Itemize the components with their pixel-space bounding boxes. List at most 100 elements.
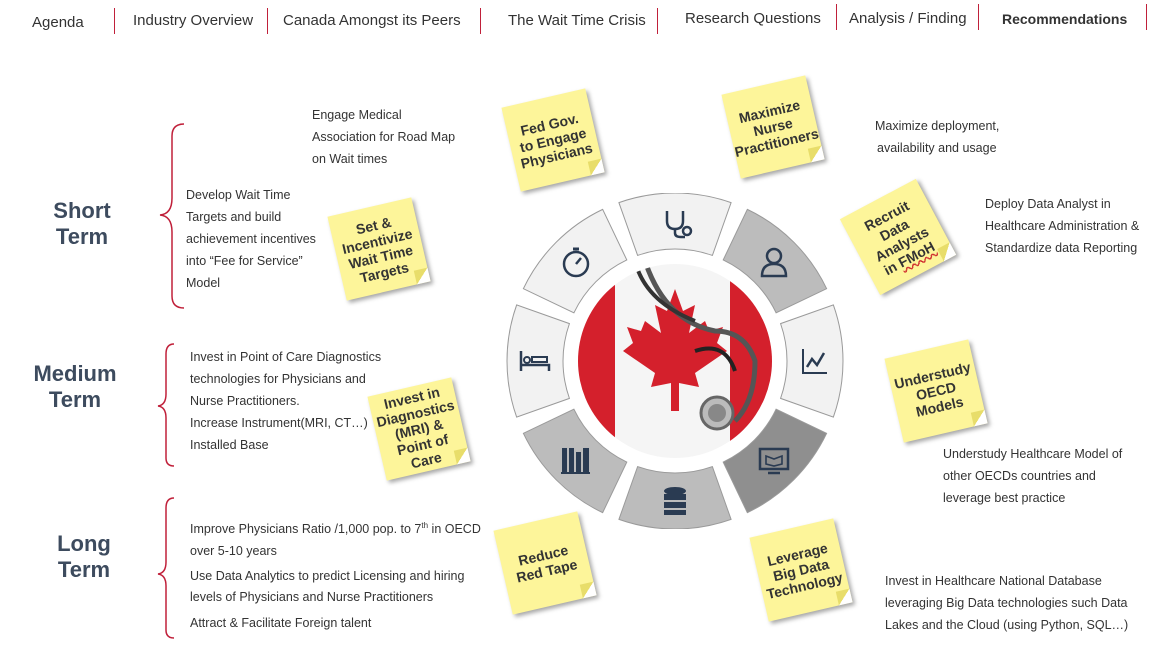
medium-term-label-line1: Medium: [33, 361, 117, 386]
ring-segment: [722, 408, 828, 514]
note-fed-gov: Fed Gov. to Engage Physicians: [501, 88, 605, 192]
develop-text: Develop Wait Time Targets and build achi…: [186, 184, 316, 294]
note-fold: [835, 588, 853, 606]
long-line-a: Improve Physicians Ratio /1,000 pop. to …: [190, 522, 422, 537]
long-line: Improve Physicians Ratio /1,000 pop. to …: [190, 515, 481, 540]
note-text: Understudy OECD Models: [892, 358, 973, 420]
nav-agenda[interactable]: Agenda: [32, 14, 84, 31]
long-line: levels of Physicians and Nurse Practitio…: [190, 590, 434, 605]
short-term-bracket: [159, 123, 185, 309]
nav-divider: [657, 8, 658, 34]
deploy-text: Deploy Data Analyst in Healthcare Admini…: [985, 193, 1139, 259]
chart-icon: [802, 349, 827, 374]
ring-segment: [522, 408, 628, 514]
long-text: Improve Physicians Ratio /1,000 pop. to …: [190, 515, 481, 634]
nav-divider: [267, 8, 268, 34]
engage-line: Association for Road Map: [312, 130, 456, 144]
nav-recommendations[interactable]: Recommendations: [1002, 11, 1128, 27]
engage-line: on Wait times: [312, 152, 388, 166]
medium-line: Invest in Point of Care Diagnostics: [190, 350, 382, 364]
note-fold: [413, 267, 431, 285]
medium-line: Increase Instrument(MRI, CT…): [190, 416, 368, 430]
nav-divider: [480, 8, 481, 34]
long-line-sup: th: [421, 521, 429, 530]
note-text: Recruit Data Analysts in FMoH: [850, 191, 945, 282]
top-nav: Agenda Industry Overview Canada Amongst …: [0, 0, 1158, 44]
invest-line: Invest in Healthcare National Database: [885, 574, 1102, 588]
note-fold: [970, 409, 988, 427]
note-fold: [453, 447, 471, 465]
engage-line: Engage Medical: [312, 108, 402, 122]
note-maximize-nurse: Maximize Nurse Practitioners: [721, 75, 825, 179]
ring-diagram: [506, 193, 844, 529]
long-term-label: Long Term: [57, 531, 111, 582]
medium-line: Nurse Practitioners.: [190, 394, 300, 408]
note-understudy-oecd: Understudy OECD Models: [884, 339, 988, 443]
medium-text: Invest in Point of Care Diagnostics tech…: [190, 346, 381, 456]
note-text: Invest in Diagnostics (MRI) & Point of C…: [374, 383, 456, 472]
ring-icons: [519, 211, 827, 515]
develop-line: Model: [186, 276, 221, 290]
invest-line: leveraging Big Data technologies such Da…: [885, 596, 1128, 610]
medium-term-label: Medium Term: [22, 361, 128, 413]
long-line: Attract & Facilitate Foreign talent: [190, 616, 372, 631]
develop-line: into “Fee for Service”: [186, 254, 303, 268]
note-leverage-big-data: Leverage Big Data Technology: [749, 518, 853, 622]
nav-analysis-finding[interactable]: Analysis / Finding: [849, 10, 967, 27]
note-text: Fed Gov. to Engage Physicians: [518, 109, 595, 172]
nav-canada-peers[interactable]: Canada Amongst its Peers: [283, 12, 461, 29]
nav-divider: [114, 8, 115, 34]
deploy-line: Healthcare Administration &: [985, 219, 1140, 233]
note-set-incentivize: Set & Incentivize Wait Time Targets: [327, 197, 431, 301]
medium-line: technologies for Physicians and: [190, 372, 366, 386]
maximize-line: availability and usage: [877, 141, 997, 155]
maximize-text: Maximize deployment, availability and us…: [875, 115, 999, 159]
note-text: Reduce Red Tape: [514, 541, 579, 586]
note-text: Leverage Big Data Technology: [765, 539, 845, 603]
engage-text: Engage Medical Association for Road Map …: [312, 104, 455, 170]
deploy-line: Standardize data Reporting: [985, 241, 1138, 255]
long-line-b: in OECD: [428, 522, 481, 537]
nav-divider: [1146, 4, 1147, 30]
develop-line: Targets and build: [186, 210, 282, 224]
maple-leaf-icon: [623, 289, 727, 411]
canada-flag-image: [578, 264, 772, 458]
invest-line: Lakes and the Cloud (using Python, SQL…): [885, 618, 1129, 632]
nav-divider: [978, 4, 979, 30]
oecd-text: Understudy Healthcare Model of other OEC…: [943, 443, 1122, 509]
database-icon: [664, 487, 686, 515]
note-fold: [579, 581, 597, 599]
long-term-bracket: [157, 497, 175, 639]
nav-divider: [836, 4, 837, 30]
ring-segment: [722, 208, 828, 314]
books-icon: [561, 447, 591, 474]
note-text: Set & Incentivize Wait Time Targets: [340, 213, 415, 286]
stopwatch-icon: [562, 247, 590, 278]
ring-segment: [618, 193, 732, 257]
nav-wait-time-crisis[interactable]: The Wait Time Crisis: [508, 12, 646, 29]
long-line: Use Data Analytics to predict Licensing …: [190, 569, 465, 584]
oecd-line: Understudy Healthcare Model of: [943, 447, 1123, 461]
develop-line: achievement incentives: [186, 232, 316, 246]
doctor-icon: [760, 247, 788, 278]
oecd-line: leverage best practice: [943, 491, 1066, 505]
nav-research-questions[interactable]: Research Questions: [685, 10, 821, 27]
stethoscope-icon: [665, 211, 693, 239]
develop-line: Develop Wait Time: [186, 188, 291, 202]
note-fold: [587, 158, 605, 176]
note-text-a: Recruit Data Analysts in: [861, 197, 932, 279]
oecd-line: other OECDs countries and: [943, 469, 1096, 483]
book-monitor-icon: [758, 447, 790, 475]
nav-industry-overview[interactable]: Industry Overview: [133, 12, 254, 29]
medium-term-label-line2: Term: [48, 387, 102, 412]
deploy-line: Deploy Data Analyst in: [985, 197, 1111, 211]
short-term-label: Short Term: [53, 198, 111, 249]
note-fold: [807, 145, 825, 163]
medium-term-bracket: [157, 343, 175, 467]
invest-text: Invest in Healthcare National Database l…: [885, 570, 1128, 636]
long-line: over 5-10 years: [190, 544, 277, 559]
maximize-line: Maximize deployment,: [875, 119, 1000, 133]
medium-line: Installed Base: [190, 438, 269, 452]
hospital-bed-icon: [519, 351, 551, 371]
note-invest-diagnostics: Invest in Diagnostics (MRI) & Point of C…: [367, 377, 471, 481]
